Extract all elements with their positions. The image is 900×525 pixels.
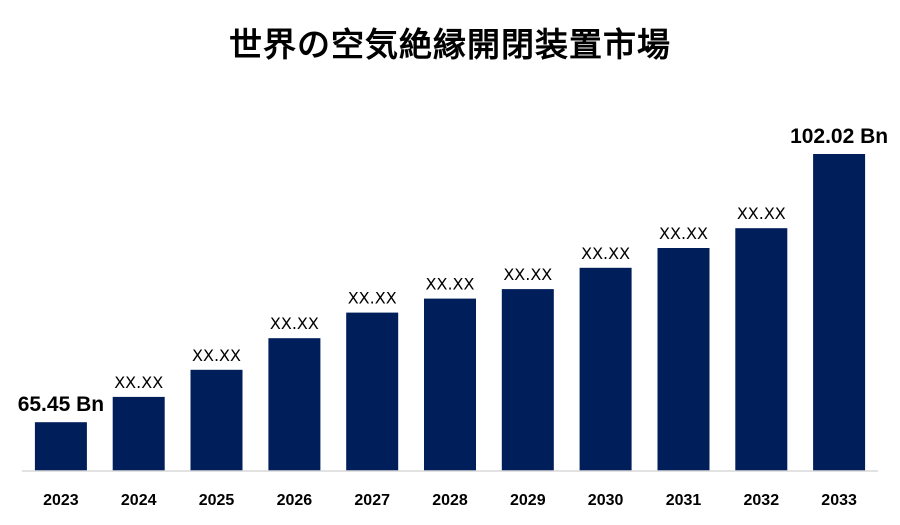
x-tick-labels-group: 2023 2024 2025 2026 2027 2028 2029 2030 2031 2032… (43, 492, 857, 509)
x-tick-label-2023: 2023 (43, 492, 79, 509)
data-label-2031: XX.XX (659, 224, 708, 243)
bar-2026 (268, 338, 321, 471)
data-label-2030: XX.XX (581, 244, 630, 263)
data-label-2028: XX.XX (426, 275, 475, 294)
x-tick-label-2033: 2033 (821, 492, 857, 509)
bar-2032 (735, 228, 788, 471)
x-tick-label-2027: 2027 (354, 492, 390, 509)
data-label-2023: 65.45 Bn (18, 393, 104, 416)
bars-group (34, 154, 866, 471)
x-tick-label-2025: 2025 (199, 492, 235, 509)
bar-2033 (813, 154, 866, 471)
data-label-2033: 102.02 Bn (790, 125, 888, 148)
data-label-2024: XX.XX (114, 373, 163, 392)
x-tick-label-2032: 2032 (744, 492, 780, 509)
data-label-2027: XX.XX (348, 289, 397, 308)
chart-title: 世界の空気絶縁開閉装置市場 (229, 25, 671, 64)
x-tick-label-2026: 2026 (277, 492, 313, 509)
bar-2023 (34, 422, 87, 471)
bar-2024 (112, 396, 165, 471)
data-label-2032: XX.XX (737, 204, 786, 223)
data-label-2029: XX.XX (503, 265, 552, 284)
bar-2031 (657, 248, 710, 471)
bar-2027 (346, 312, 399, 471)
x-tick-label-2031: 2031 (666, 492, 702, 509)
data-labels-group: 65.45 Bn XX.XX XX.XX XX.XX XX.XX XX.XX XX.XX XX… (18, 125, 888, 416)
data-label-2026: XX.XX (270, 314, 319, 333)
bar-2029 (501, 289, 554, 471)
bar-2025 (190, 369, 243, 471)
x-tick-label-2024: 2024 (121, 492, 157, 509)
data-label-2025: XX.XX (192, 346, 241, 365)
bar-2028 (424, 298, 476, 471)
x-tick-label-2030: 2030 (588, 492, 624, 509)
bar-2030 (579, 267, 632, 471)
x-tick-label-2028: 2028 (432, 492, 468, 509)
x-tick-label-2029: 2029 (510, 492, 546, 509)
